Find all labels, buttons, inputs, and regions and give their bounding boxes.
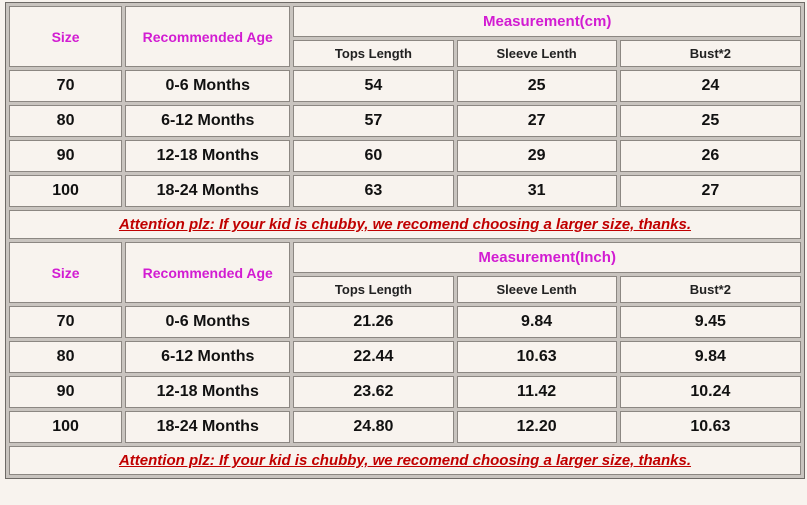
bust-cell: 9.45	[619, 306, 801, 338]
table-row: 90 12-18 Months 60 29 26	[9, 140, 801, 172]
size-chart-table: Size Recommended Age Measurement(cm) Top…	[5, 2, 805, 479]
size-cell: 80	[9, 341, 123, 373]
size-cell: 70	[9, 306, 123, 338]
sleeve-length-cell: 27	[456, 105, 617, 137]
sleeve-length-cell: 10.63	[456, 341, 617, 373]
inch-bust-header: Bust*2	[619, 276, 801, 303]
table-row: 70 0-6 Months 54 25 24	[9, 70, 801, 102]
bust-cell: 25	[619, 105, 801, 137]
cm-size-header: Size	[9, 6, 123, 67]
sleeve-length-cell: 31	[456, 175, 617, 207]
bust-cell: 9.84	[619, 341, 801, 373]
tops-length-cell: 57	[293, 105, 454, 137]
bust-cell: 27	[619, 175, 801, 207]
size-cell: 80	[9, 105, 123, 137]
table-row: 100 18-24 Months 63 31 27	[9, 175, 801, 207]
tops-length-cell: 23.62	[293, 376, 454, 408]
age-cell: 6-12 Months	[125, 105, 291, 137]
cm-sleeve-length-header: Sleeve Lenth	[456, 40, 617, 67]
cm-tops-length-header: Tops Length	[293, 40, 454, 67]
age-cell: 18-24 Months	[125, 411, 291, 443]
table-row: 80 6-12 Months 57 27 25	[9, 105, 801, 137]
cm-bust-header: Bust*2	[619, 40, 801, 67]
tops-length-cell: 24.80	[293, 411, 454, 443]
bust-cell: 10.63	[619, 411, 801, 443]
bust-cell: 10.24	[619, 376, 801, 408]
cm-attention-note: Attention plz: If your kid is chubby, we…	[9, 210, 801, 239]
size-cell: 100	[9, 411, 123, 443]
bust-cell: 26	[619, 140, 801, 172]
age-cell: 12-18 Months	[125, 376, 291, 408]
sleeve-length-cell: 29	[456, 140, 617, 172]
size-cell: 90	[9, 140, 123, 172]
tops-length-cell: 22.44	[293, 341, 454, 373]
tops-length-cell: 21.26	[293, 306, 454, 338]
cm-age-header: Recommended Age	[125, 6, 291, 67]
sleeve-length-cell: 12.20	[456, 411, 617, 443]
tops-length-cell: 63	[293, 175, 454, 207]
age-cell: 0-6 Months	[125, 70, 291, 102]
inch-tops-length-header: Tops Length	[293, 276, 454, 303]
table-row: 70 0-6 Months 21.26 9.84 9.45	[9, 306, 801, 338]
age-cell: 0-6 Months	[125, 306, 291, 338]
inch-age-header: Recommended Age	[125, 242, 291, 303]
age-cell: 18-24 Months	[125, 175, 291, 207]
age-cell: 12-18 Months	[125, 140, 291, 172]
size-cell: 90	[9, 376, 123, 408]
tops-length-cell: 54	[293, 70, 454, 102]
inch-sleeve-length-header: Sleeve Lenth	[456, 276, 617, 303]
tops-length-cell: 60	[293, 140, 454, 172]
sleeve-length-cell: 11.42	[456, 376, 617, 408]
bust-cell: 24	[619, 70, 801, 102]
inch-attention-note: Attention plz: If your kid is chubby, we…	[9, 446, 801, 475]
table-row: 90 12-18 Months 23.62 11.42 10.24	[9, 376, 801, 408]
size-cell: 70	[9, 70, 123, 102]
table-row: 100 18-24 Months 24.80 12.20 10.63	[9, 411, 801, 443]
age-cell: 6-12 Months	[125, 341, 291, 373]
sleeve-length-cell: 25	[456, 70, 617, 102]
inch-measurement-header: Measurement(Inch)	[293, 242, 801, 273]
size-cell: 100	[9, 175, 123, 207]
inch-size-header: Size	[9, 242, 123, 303]
sleeve-length-cell: 9.84	[456, 306, 617, 338]
table-row: 80 6-12 Months 22.44 10.63 9.84	[9, 341, 801, 373]
cm-measurement-header: Measurement(cm)	[293, 6, 801, 37]
